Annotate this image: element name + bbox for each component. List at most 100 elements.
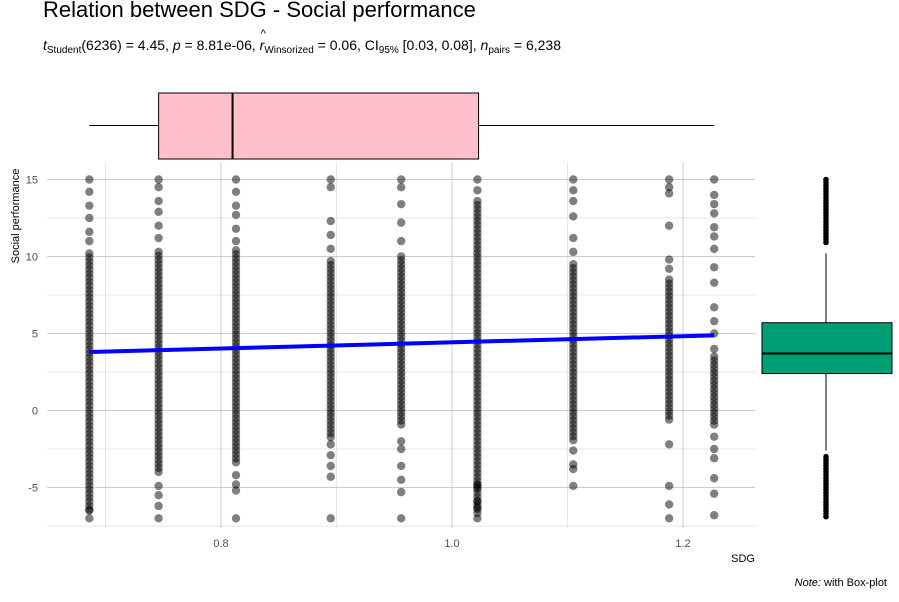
scatter-point — [85, 175, 94, 184]
scatter-point — [326, 183, 335, 192]
scatter-point — [473, 514, 482, 523]
scatter-point — [396, 437, 406, 446]
right-boxplot-outlier — [823, 513, 829, 520]
scatter-point — [154, 221, 163, 230]
marginal-x-boxplot — [89, 92, 715, 160]
scatter-point — [154, 514, 163, 523]
scatter-point — [709, 223, 719, 232]
scatter-point — [396, 183, 406, 192]
scatter-point — [396, 514, 406, 523]
scatter-point — [473, 175, 482, 184]
scatter-point — [326, 450, 335, 460]
scatter-point — [569, 186, 578, 195]
scatter-point — [709, 474, 719, 483]
scatter-point — [326, 175, 335, 184]
r-label: r — [260, 28, 266, 53]
caption-note-text: with Box-plot — [824, 577, 887, 589]
scatter-point — [664, 175, 674, 184]
scatter-point — [396, 236, 406, 246]
scatter-point — [709, 232, 719, 241]
scatter-point — [231, 224, 241, 233]
n-sub: pairs — [488, 45, 510, 56]
scatter-point — [154, 183, 163, 192]
t-stat-value: (6236) = 4.45, — [81, 37, 169, 53]
scatter-point — [709, 511, 719, 520]
scatter-point — [664, 500, 674, 509]
chart-caption: Note: with Box-plot — [795, 577, 887, 589]
scatter-point — [569, 460, 578, 469]
scatter-point — [569, 196, 578, 206]
scatter-point — [664, 264, 674, 274]
scatter-point — [664, 255, 674, 264]
scatter-point — [569, 481, 578, 491]
n-label: n — [480, 37, 489, 53]
scatter-point — [709, 489, 719, 498]
scatter-point — [85, 506, 94, 515]
y-tick-label: 5 — [32, 329, 38, 341]
scatter-point — [85, 187, 94, 197]
right-boxplot-box — [761, 322, 893, 375]
scatter-point — [231, 175, 241, 184]
scatter-point — [231, 236, 241, 246]
scatter-point — [396, 461, 406, 471]
chart-subtitle: tStudent(6236) = 4.45, p = 8.81e-06, rWi… — [43, 28, 561, 56]
scatter-point — [396, 218, 406, 227]
scatter-point — [709, 263, 719, 272]
scatter-point — [85, 213, 94, 223]
scatter-point — [85, 236, 94, 246]
scatter-point — [709, 344, 719, 354]
regression-line — [89, 333, 715, 354]
scatter-point — [231, 470, 241, 480]
scatter-point — [473, 480, 482, 489]
axes: 0.8 1.0 1.2 -5 0 5 10 15 — [26, 175, 691, 551]
scatter-point — [154, 175, 163, 184]
scatter-point — [709, 303, 719, 312]
scatter-point — [473, 503, 482, 512]
scatter-point — [326, 432, 335, 442]
y-tick-label: 10 — [26, 252, 38, 264]
scatter-point — [709, 454, 719, 463]
r-sub: Winsorized — [264, 45, 314, 56]
right-boxplot-outlier — [823, 239, 829, 246]
scatter-point — [569, 233, 578, 243]
chart-title: Relation between SDG - Social performanc… — [43, 0, 476, 22]
x-tick-label: 0.8 — [213, 538, 228, 550]
n-value: = 6,238 — [513, 37, 561, 53]
scatter-point — [569, 446, 578, 455]
scatter-point — [154, 467, 163, 477]
x-tick-label: 1.0 — [444, 538, 459, 550]
scatter-point — [664, 221, 674, 230]
scatter-point — [326, 514, 335, 523]
scatter-point — [231, 514, 241, 523]
scatter-point — [231, 480, 241, 489]
scatter-point — [709, 278, 719, 287]
scatter-point — [473, 497, 482, 506]
scatter-point — [709, 316, 719, 326]
y-tick-label: 15 — [26, 175, 38, 187]
scatter-point — [154, 207, 163, 217]
scatter-point — [664, 189, 674, 198]
scatter-point — [326, 440, 335, 449]
scatter-point — [709, 420, 719, 429]
scatter-point — [326, 230, 335, 240]
scatter-point — [709, 444, 719, 454]
t-stat-sub: Student — [46, 45, 82, 56]
fit-line-layer — [89, 333, 715, 354]
scatter-point — [709, 209, 719, 218]
scatter-point — [154, 233, 163, 243]
scatter-point — [709, 432, 719, 441]
scatter-point — [326, 216, 335, 226]
y-tick-label: -5 — [28, 483, 38, 495]
scatter-point — [709, 190, 719, 200]
scatter-point — [664, 514, 674, 523]
x-tick-label: 1.2 — [675, 538, 690, 550]
scatter-point — [85, 514, 94, 523]
scatter-point — [154, 501, 163, 511]
top-boxplot-box — [158, 92, 480, 160]
scatter-point — [154, 481, 163, 491]
r-value: = 0.06, CI — [317, 37, 379, 53]
scatter-point — [396, 175, 406, 184]
scatter-point — [569, 175, 578, 184]
ci-sub: 95% — [378, 45, 399, 56]
t-stat-label: t — [43, 37, 47, 53]
